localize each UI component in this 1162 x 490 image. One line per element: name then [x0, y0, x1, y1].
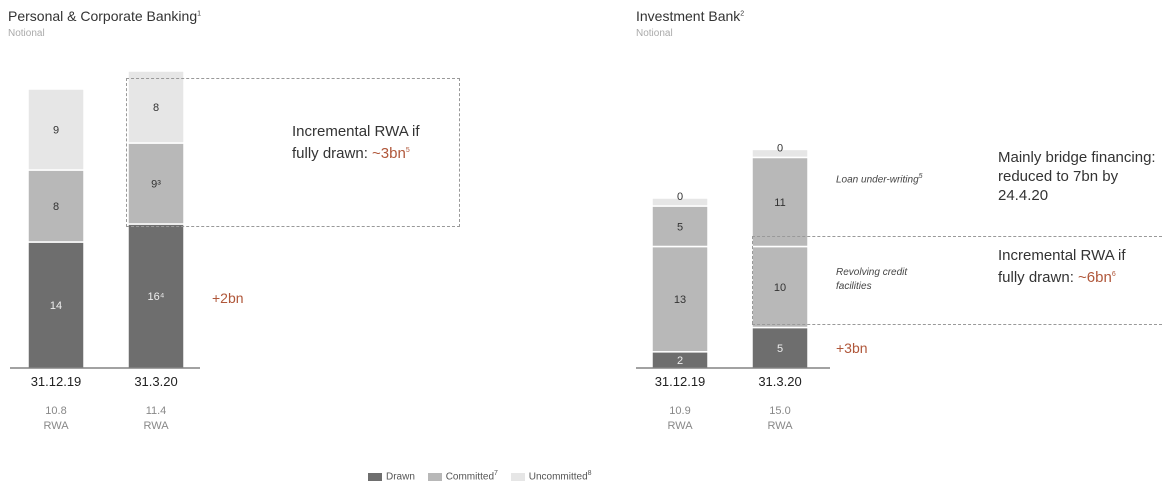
bar-label-1-0-3: 0: [677, 191, 683, 203]
left-chart-title: Personal & Corporate Banking1: [8, 8, 202, 24]
left-chart-subtitle: Notional: [8, 28, 45, 39]
bar-1-0-1: [651, 245, 709, 353]
bridge-financing-annotation: Mainly bridge financing: reduced to 7bn …: [998, 149, 1156, 204]
bar-label-0-0-0: 14: [50, 300, 62, 312]
bar-label-1-0-0: 2: [677, 355, 683, 367]
left-delta-label: +2bn: [212, 290, 244, 306]
bar-0-0-1: [27, 169, 85, 243]
bar-0-0-0: [27, 241, 85, 369]
bar-0-1-1: [127, 142, 185, 225]
bar-label-0-1-2: 8: [153, 102, 159, 114]
legend-uncommitted-swatch: [510, 472, 525, 481]
bar-1-0-3: [651, 197, 709, 207]
bar-label-0-1-1: 9³: [151, 179, 161, 191]
x-tick-label-0-1: 31.3.20: [134, 374, 178, 389]
rwa-label-1-1: RWA: [767, 420, 793, 432]
rwa-value-0-0: 10.8: [45, 405, 67, 417]
bar-0-1-0: [127, 223, 185, 369]
right-divider-bottom: [752, 324, 1162, 325]
bar-1-1-3: [751, 148, 809, 159]
bar-label-1-0-2: 5: [677, 221, 683, 233]
x-tick-label-0-0: 31.12.19: [30, 374, 82, 389]
rwa-label-1-0: RWA: [667, 420, 693, 432]
bar-label-1-1-1: 10: [774, 282, 786, 294]
right-chart-subtitle: Notional: [636, 28, 673, 39]
rwa-value-0-1: 11.4: [145, 405, 167, 417]
legend: Drawn Committed7 Uncommitted8: [368, 470, 592, 482]
bar-0-0-2: [27, 88, 85, 171]
bar-1-1-2: [751, 156, 809, 248]
bar-label-1-1-0: 5: [777, 343, 783, 355]
rwa-label-0-1: RWA: [143, 420, 169, 432]
bar-label-1-1-3: 0: [777, 142, 783, 154]
rwa-value-1-1: 15.0: [769, 405, 791, 417]
x-tick-label-1-0: 31.12.19: [654, 374, 706, 389]
bar-label-1-0-1: 13: [674, 294, 686, 306]
right-incremental-annotation: Incremental RWA if fully drawn: ~6bn6: [998, 247, 1126, 286]
right-chart-title: Investment Bank2: [636, 8, 745, 24]
legend-drawn-label: Drawn: [386, 471, 415, 483]
bar-label-0-1-0: 16⁴: [148, 291, 165, 303]
bar-label-0-0-2: 9: [53, 125, 59, 137]
bar-label-1-1-2: 11: [774, 197, 785, 209]
left-incremental-annotation: Incremental RWA if fully drawn: ~3bn5: [292, 123, 420, 162]
bar-label-0-0-1: 8: [53, 201, 59, 213]
right-delta-label: +3bn: [836, 340, 868, 356]
x-tick-label-1-1: 31.3.20: [758, 374, 802, 389]
legend-committed-label: Committed: [445, 471, 495, 483]
bar-0-1-2: [127, 70, 185, 144]
revolving-credit-label: Revolving credit facilities: [836, 267, 908, 292]
right-divider-top: [752, 236, 1162, 237]
right-divider-left: [752, 236, 753, 324]
legend-uncommitted-label: Uncommitted: [528, 471, 588, 483]
loan-underwriting-label: Loan under-writing5: [836, 173, 923, 186]
left-incremental-box: [126, 78, 460, 227]
rwa-label-0-0: RWA: [43, 420, 69, 432]
legend-drawn-swatch: [368, 472, 382, 481]
rwa-value-1-0: 10.9: [669, 405, 691, 417]
legend-committed-swatch: [427, 472, 442, 481]
